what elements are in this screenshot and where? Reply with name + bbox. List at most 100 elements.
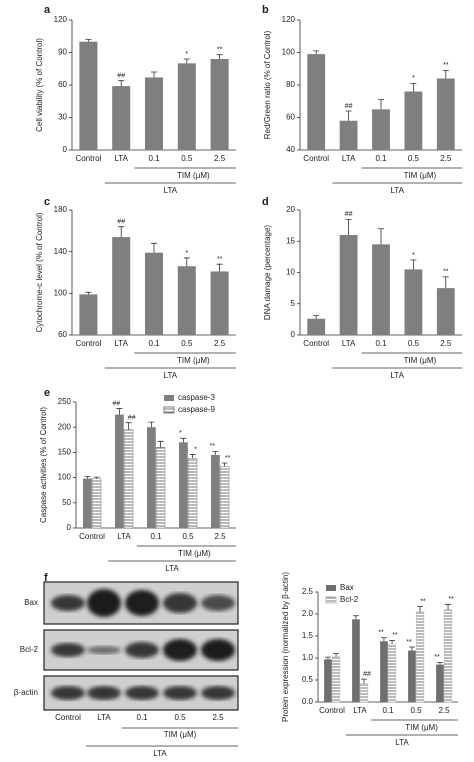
- error-bar: [313, 50, 320, 55]
- bar: [436, 78, 455, 150]
- x-tick-label: 0.1: [375, 339, 387, 348]
- bar: [210, 59, 229, 150]
- error-bar: [389, 640, 396, 644]
- legend-label: caspase-3: [178, 393, 215, 402]
- blot-band: [125, 590, 159, 616]
- x-tick-label: 0.1: [148, 154, 160, 163]
- blot-band: [51, 643, 85, 657]
- x-tick-label: Control: [303, 154, 329, 163]
- bar: [307, 54, 326, 150]
- y-tick-label: 150: [58, 448, 72, 457]
- x-tick-label: 0.5: [410, 706, 422, 715]
- error-bar: [442, 69, 449, 79]
- bar: [408, 650, 416, 702]
- y-tick-label: 40: [286, 145, 295, 154]
- significance-label: ##: [112, 400, 120, 407]
- x-tick-label: LTA: [114, 154, 128, 163]
- blot-band: [163, 639, 197, 661]
- blot-row-label: Bcl-2: [20, 645, 39, 654]
- y-axis-label: DNA damage (percentage): [263, 225, 272, 321]
- y-tick-label: 15: [286, 236, 295, 245]
- bar: [415, 611, 425, 703]
- y-tick-label: 5: [291, 299, 296, 308]
- blot-lane-label: Control: [55, 713, 81, 722]
- bar: [404, 91, 423, 150]
- y-tick-label: 100: [282, 48, 296, 57]
- blot-band: [87, 589, 121, 617]
- error-bar: [345, 218, 352, 235]
- legend-swatch: [326, 585, 336, 591]
- x-tick-label: Control: [303, 339, 329, 348]
- error-bar: [417, 606, 424, 612]
- bar: [177, 63, 196, 151]
- group-label: TIM (μM): [178, 549, 211, 558]
- blot-band: [163, 686, 197, 700]
- significance-label: ##: [363, 671, 371, 678]
- blot-lane-label: LTA: [97, 713, 111, 722]
- y-tick-label: 0.0: [302, 697, 314, 706]
- panel-letter: c: [44, 196, 50, 208]
- y-tick-label: 90: [58, 48, 67, 57]
- y-axis-label: Red/Green ratio (% of Control): [263, 30, 272, 139]
- group-label: TIM (μM): [177, 356, 210, 365]
- y-axis-label: Protein expression (normalized by β-acti…: [281, 572, 290, 722]
- y-tick-label: 100: [54, 288, 68, 297]
- x-tick-label: Control: [76, 339, 102, 348]
- panel-letter: e: [44, 387, 50, 399]
- y-tick-label: 80: [286, 80, 295, 89]
- blot-row-label: β-actin: [14, 688, 38, 697]
- group-label: TIM (μM): [404, 356, 437, 365]
- bar: [112, 237, 131, 335]
- x-tick-label: 0.5: [182, 532, 194, 541]
- y-tick-label: 10: [286, 268, 295, 277]
- group-label: TIM (μM): [177, 171, 210, 180]
- significance-label: **: [210, 443, 216, 450]
- significance-label: **: [434, 654, 440, 661]
- error-bar: [93, 476, 100, 479]
- bar: [178, 442, 188, 528]
- blot-band: [51, 595, 85, 611]
- bar: [91, 478, 102, 529]
- significance-label: **: [378, 630, 384, 637]
- blot-band: [125, 686, 159, 700]
- bar: [339, 120, 358, 150]
- bar: [79, 294, 98, 335]
- bar: [177, 266, 196, 335]
- blot-lane-label: 0.1: [136, 713, 148, 722]
- y-tick-label: 0: [67, 523, 72, 532]
- group-label: LTA: [164, 186, 178, 195]
- y-tick-label: 20: [286, 205, 295, 214]
- group-label: LTA: [390, 371, 404, 380]
- bar: [359, 683, 369, 703]
- bar: [79, 41, 98, 150]
- group-label: LTA: [153, 749, 167, 758]
- x-tick-label: LTA: [114, 339, 128, 348]
- bar: [82, 478, 92, 528]
- error-bar: [378, 228, 384, 245]
- x-tick-label: Control: [76, 154, 102, 163]
- panel-letter: d: [262, 196, 269, 208]
- error-bar: [445, 603, 452, 610]
- error-bar: [410, 82, 417, 92]
- bar: [443, 609, 453, 703]
- error-bar: [125, 422, 132, 430]
- blot-row-label: Bax: [24, 598, 38, 607]
- x-tick-label: 0.5: [181, 154, 193, 163]
- legend-label: Bcl-2: [340, 595, 359, 604]
- legend-swatch: [325, 596, 337, 604]
- bar: [144, 77, 164, 150]
- x-tick-label: 0.1: [150, 532, 162, 541]
- y-tick-label: 100: [58, 473, 72, 482]
- blot-band: [87, 686, 121, 700]
- blot-band: [125, 642, 159, 658]
- x-tick-label: LTA: [117, 532, 131, 541]
- panel-letter: f: [44, 572, 48, 584]
- legend-label: caspase-9: [178, 405, 215, 414]
- y-tick-label: 60: [58, 330, 67, 339]
- bar: [219, 466, 230, 529]
- significance-label: *: [185, 51, 188, 58]
- error-bar: [183, 58, 190, 64]
- y-tick-label: 250: [58, 397, 72, 406]
- x-tick-label: 2.5: [438, 706, 450, 715]
- error-bar: [180, 437, 187, 443]
